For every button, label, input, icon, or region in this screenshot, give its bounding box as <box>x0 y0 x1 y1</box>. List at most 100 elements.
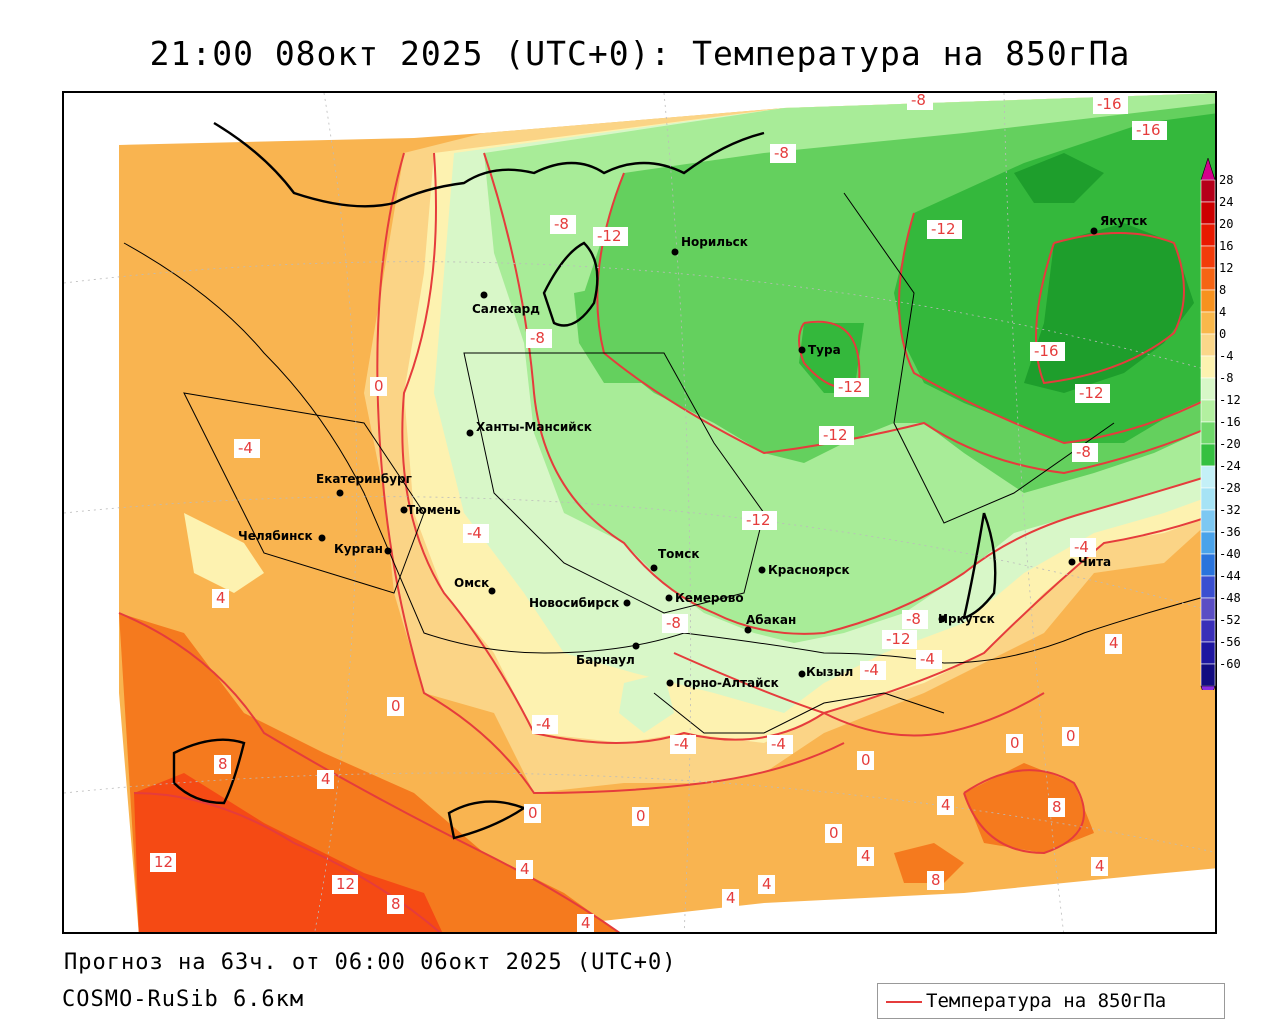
model-name: COSMO-RuSib 6.6км <box>62 987 305 1012</box>
coastline-yamal <box>542 241 599 327</box>
isotherm-label: 4 <box>216 589 226 607</box>
city-label: Барнаул <box>576 653 635 667</box>
city-marker <box>758 566 766 574</box>
city-label: Горно-Алтайск <box>676 676 779 690</box>
isotherm-label: 8 <box>218 755 228 773</box>
isotherm-label-bg <box>758 875 775 894</box>
colorbar-swatch <box>1200 509 1216 533</box>
isotherm-label: 8 <box>931 871 941 889</box>
city-marker <box>1068 558 1076 566</box>
colorbar-tick-label: 0 <box>1219 327 1226 341</box>
city-marker <box>938 615 946 623</box>
isotherm-line <box>401 152 1215 744</box>
colorbar-swatch <box>1200 575 1216 599</box>
isotherm-label-bg <box>1072 443 1098 462</box>
isotherm-label-bg <box>150 853 176 872</box>
isotherm-label-bg <box>463 524 489 543</box>
colorbar-tick-label: -8 <box>1219 371 1233 385</box>
isotherm-label: -4 <box>920 650 935 668</box>
colorbar-swatch <box>1200 179 1216 203</box>
isotherm-label: 0 <box>1010 734 1020 752</box>
isotherm-label-bg <box>770 144 796 163</box>
isotherm-label-bg <box>1093 95 1128 114</box>
isotherm-label: -4 <box>864 661 879 679</box>
isotherm-label-bg <box>550 215 576 234</box>
isotherm-label-bg <box>1075 384 1110 403</box>
isotherm-label-bg <box>524 804 541 823</box>
boundary-layer <box>123 121 1215 840</box>
city-label: Кемерово <box>675 591 744 605</box>
graticule-line <box>64 496 1215 613</box>
isotherm-label: 0 <box>1066 727 1076 745</box>
city-marker <box>671 248 679 256</box>
city-label: Иркутск <box>938 612 995 626</box>
isotherm-label-bg <box>857 751 874 770</box>
city-label: Салехард <box>472 302 540 316</box>
isotherm-label: -8 <box>530 329 545 347</box>
isotherm-label-bg <box>234 439 260 458</box>
colorbar-tick-label: 28 <box>1219 173 1233 187</box>
graticule-line <box>663 93 692 932</box>
isotherm-label: 4 <box>1095 857 1105 875</box>
colorbar-canvas: 28 24 20 16 12 8 4 0 -4 -8 -12 -16 -20 -24 -28 -32 -36 -4… <box>1200 158 1241 690</box>
colorbar-tick-label: -20 <box>1219 437 1241 451</box>
isotherm-label: -4 <box>674 735 689 753</box>
isotherm-label: 4 <box>941 796 951 814</box>
city-label: Абакан <box>746 613 796 627</box>
city-label: Курган <box>334 542 383 556</box>
isotherm-label: -16 <box>1034 342 1059 360</box>
temp-region-coolm12 <box>574 283 654 383</box>
city-label: Новосибирск <box>529 596 619 610</box>
temp-region-warm12 <box>134 773 443 932</box>
isotherm-label-bg <box>902 610 928 629</box>
colorbar-swatch <box>1200 553 1216 577</box>
colorbar-swatch <box>1200 267 1216 291</box>
isotherm-label-bg <box>670 735 696 754</box>
city-label: Екатеринбург <box>316 472 412 486</box>
legend: Температура на 850гПа <box>877 983 1225 1019</box>
isotherm-label: 4 <box>861 847 871 865</box>
colorbar-tick-label: -28 <box>1219 481 1241 495</box>
city-marker <box>1090 227 1098 235</box>
colorbar-tick-label: -48 <box>1219 591 1241 605</box>
isotherm-label: -12 <box>886 630 911 648</box>
colorbar: 28 24 20 16 12 8 4 0 -4 -8 -12 -16 -20 -24 -28 -32 -36 -4… <box>1200 158 1270 690</box>
isotherm-label-bg <box>662 614 688 633</box>
colorbar-tick-label: -32 <box>1219 503 1241 517</box>
colorbar-tick-label: 12 <box>1219 261 1233 275</box>
isotherm-label-bg <box>927 220 962 239</box>
isotherm-label: 12 <box>336 875 355 893</box>
isotherm-label: -4 <box>536 715 551 733</box>
isotherm-label: 0 <box>861 751 871 769</box>
isotherm-label: 4 <box>520 860 530 878</box>
isotherm-line <box>118 612 621 932</box>
colorbar-tick-label: -44 <box>1219 569 1241 583</box>
isotherm-label-bg <box>532 715 558 734</box>
city-label: Норильск <box>681 235 748 249</box>
isotherm-label-layer: -8 -16 -16 -8 -12 -8 -12 -8 -12 -16 -12 -12 -8 -12 0 -4… <box>150 93 1167 932</box>
isotherm-label-bg <box>742 511 777 530</box>
isotherm-label: 4 <box>581 914 591 932</box>
isotherm-label-bg <box>916 650 942 669</box>
city-marker <box>798 670 806 678</box>
city-marker <box>488 587 496 595</box>
isotherm-label: 4 <box>726 889 736 907</box>
city-marker <box>400 506 408 514</box>
city-label: Челябинск <box>238 529 313 543</box>
colorbar-tick-label: -4 <box>1219 349 1233 363</box>
city-marker <box>384 547 392 555</box>
isotherm-label: -4 <box>238 439 253 457</box>
colorbar-swatch <box>1200 289 1216 313</box>
isotherm-label-bg <box>1062 727 1079 746</box>
temp-region-warm8 <box>964 763 1094 853</box>
colorbar-tick-label: -52 <box>1219 613 1241 627</box>
isotherm-label: 4 <box>1109 634 1119 652</box>
isotherm-label: -12 <box>746 511 771 529</box>
admin-border <box>183 392 425 594</box>
map-title: 21:00 08окт 2025 (UTC+0): Температура на… <box>149 34 1131 73</box>
temperature-map: Норильск Якутск Салехард Тура Ханты-Мансийск… <box>62 91 1217 934</box>
city-marker <box>632 642 640 650</box>
isotherm-label-bg <box>212 589 229 608</box>
colorbar-swatch <box>1200 641 1216 665</box>
colorbar-top-arrow <box>1200 158 1216 181</box>
